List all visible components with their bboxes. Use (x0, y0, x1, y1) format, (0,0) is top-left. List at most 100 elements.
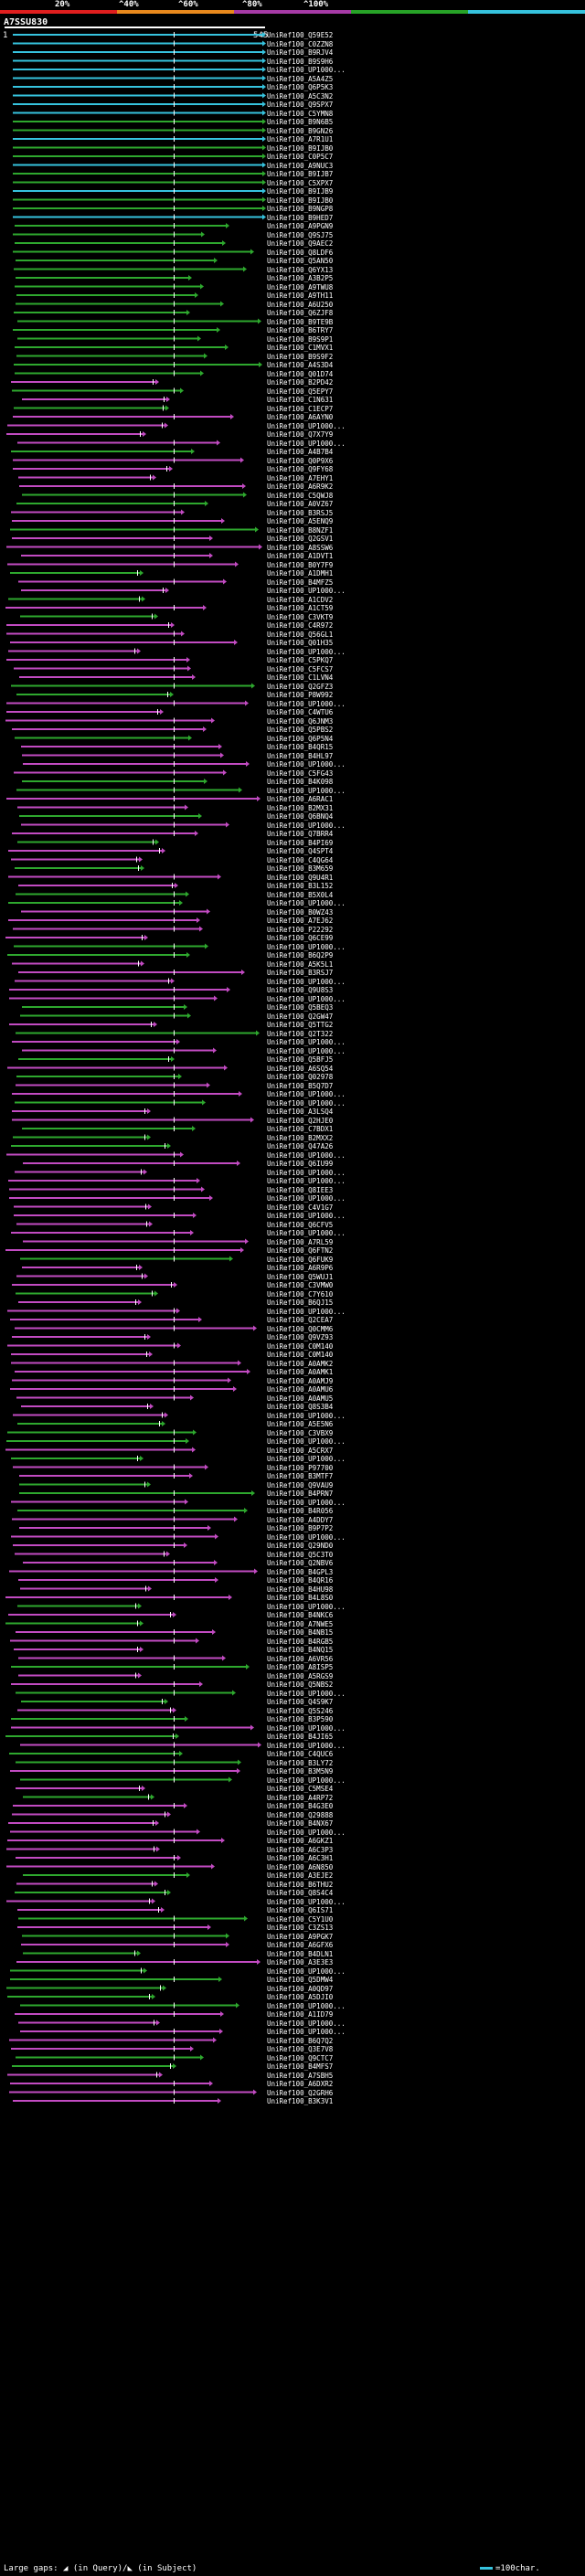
hit-link[interactable]: UniRef100_C3VBX9 (267, 1428, 334, 1437)
hit-link[interactable]: UniRef100_C3VMW0 (267, 1281, 334, 1289)
hit-link[interactable]: UniRef100_A3E3E3 (267, 1958, 334, 1966)
hit-link[interactable]: UniRef100_C3VKT9 (267, 612, 334, 621)
hit-link[interactable]: UniRef100_Q01D74 (267, 369, 334, 378)
hit-link[interactable]: UniRef100_P22292 (267, 925, 334, 934)
hit-link[interactable]: UniRef100_B4RGB5 (267, 1637, 334, 1646)
hit-link[interactable]: UniRef100_Q9U8S3 (267, 986, 334, 994)
hit-link[interactable]: UniRef100_C5YMN8 (267, 109, 334, 118)
hit-link[interactable]: UniRef100_A3B2P5 (267, 274, 334, 282)
hit-link[interactable]: UniRef100_Q5NBS2 (267, 1680, 334, 1689)
hit-link[interactable]: UniRef100_A1ID79 (267, 2010, 334, 2019)
hit-link[interactable]: UniRef100_Q6IU99 (267, 1160, 334, 1168)
hit-link[interactable]: UniRef100_B8NZF1 (267, 525, 334, 535)
hit-link[interactable]: UniRef100_B3L152 (267, 882, 334, 890)
hit-link[interactable]: UniRef100_Q2T322 (267, 1029, 334, 1038)
hit-link[interactable]: UniRef100_Q2GW47 (267, 1012, 334, 1021)
hit-link[interactable]: UniRef100_UP1000... (267, 1307, 346, 1316)
hit-link[interactable]: UniRef100_Q5BFJ5 (267, 1055, 334, 1064)
hit-link[interactable]: UniRef100_A0VZ67 (267, 500, 334, 508)
hit-link[interactable]: UniRef100_A6U250 (267, 300, 334, 309)
hit-link[interactable]: UniRef100_UP1000... (267, 1229, 346, 1237)
hit-link[interactable]: UniRef100_A7NWE5 (267, 1619, 334, 1628)
hit-link[interactable]: UniRef100_UP1000... (267, 1776, 346, 1785)
hit-link[interactable]: UniRef100_Q5DMW4 (267, 1976, 334, 1984)
hit-link[interactable]: UniRef100_C4R972 (267, 621, 334, 630)
hit-link[interactable]: UniRef100_B6Q2P9 (267, 951, 334, 959)
hit-link[interactable]: UniRef100_UP1000... (267, 1046, 346, 1055)
hit-link[interactable]: UniRef100_B4JI65 (267, 1733, 334, 1741)
hit-link[interactable]: UniRef100_Q6IS71 (267, 1906, 334, 1914)
hit-link[interactable]: UniRef100_Q6FUK9 (267, 1255, 334, 1264)
hit-link[interactable]: UniRef100_B4R056 (267, 1507, 334, 1515)
hit-link[interactable]: UniRef100_Q9VZ93 (267, 1333, 334, 1341)
hit-link[interactable]: UniRef100_B4QR15 (267, 743, 334, 751)
hit-link[interactable]: UniRef100_C1LVN4 (267, 673, 334, 682)
hit-link[interactable]: UniRef100_B9IJB0 (267, 196, 334, 205)
hit-link[interactable]: UniRef100_Q9U4R1 (267, 873, 334, 882)
hit-link[interactable]: UniRef100_B4DLN1 (267, 1949, 334, 1958)
hit-link[interactable]: UniRef100_A5CRX7 (267, 1446, 334, 1455)
hit-link[interactable]: UniRef100_UP1000... (267, 786, 346, 795)
hit-link[interactable]: UniRef100_C1ECP7 (267, 404, 334, 413)
hit-link[interactable]: UniRef100_Q6CFV5 (267, 1220, 334, 1229)
hit-link[interactable]: UniRef100_Q47A26 (267, 1142, 334, 1150)
hit-link[interactable]: UniRef100_A6C3P3 (267, 1845, 334, 1854)
hit-link[interactable]: UniRef100_C4QG64 (267, 855, 334, 864)
hit-link[interactable]: UniRef100_B4K098 (267, 778, 334, 786)
hit-link[interactable]: UniRef100_A6DXR2 (267, 2080, 334, 2088)
hit-link[interactable]: UniRef100_B3RSJ5 (267, 508, 334, 517)
hit-link[interactable]: UniRef100_C5FCS7 (267, 664, 334, 673)
hit-link[interactable]: UniRef100_A6R9P6 (267, 1264, 334, 1272)
hit-link[interactable]: UniRef100_UP1000... (267, 1168, 346, 1177)
hit-link[interactable]: UniRef100_A1CT59 (267, 604, 334, 612)
hit-link[interactable]: UniRef100_Q9AEC2 (267, 239, 334, 248)
hit-link[interactable]: UniRef100_B6TRY7 (267, 326, 334, 334)
hit-link[interactable]: UniRef100_Q2NBV6 (267, 1559, 334, 1567)
hit-link[interactable]: UniRef100_B3K3V1 (267, 2097, 334, 2105)
hit-link[interactable]: UniRef100_Q4S9K7 (267, 1698, 334, 1706)
hit-link[interactable]: UniRef100_Q6BNQ4 (267, 812, 334, 821)
hit-link[interactable]: UniRef100_A6AYN0 (267, 413, 334, 421)
hit-link[interactable]: UniRef100_UP1000... (267, 1212, 346, 1220)
hit-link[interactable]: UniRef100_UP1000... (267, 994, 346, 1003)
hit-link[interactable]: UniRef100_A5ENQ9 (267, 517, 334, 525)
hit-link[interactable]: UniRef100_Q02978 (267, 1073, 334, 1081)
hit-link[interactable]: UniRef100_B4G3E0 (267, 1802, 334, 1810)
hit-link[interactable]: UniRef100_B3M659 (267, 864, 334, 873)
hit-link[interactable]: UniRef100_B9HED7 (267, 213, 334, 222)
hit-link[interactable]: UniRef100_A3LSQ4 (267, 1108, 334, 1116)
hit-link[interactable]: UniRef100_B9TE9B (267, 317, 334, 326)
hit-link[interactable]: UniRef100_B6Q7Q2 (267, 2036, 334, 2045)
hit-link[interactable]: UniRef100_UP1000... (267, 821, 346, 830)
hit-link[interactable]: UniRef100_Q29888 (267, 1810, 334, 1819)
hit-link[interactable]: UniRef100_B9NGP8 (267, 205, 334, 213)
hit-link[interactable]: UniRef100_Q2GSV1 (267, 535, 334, 543)
hit-link[interactable]: UniRef100_B4PRN7 (267, 1489, 334, 1498)
hit-link[interactable]: UniRef100_C4QUC6 (267, 1750, 334, 1758)
hit-link[interactable]: UniRef100_UP1000... (267, 2001, 346, 2010)
hit-link[interactable]: UniRef100_A0AMJ9 (267, 1376, 334, 1385)
hit-link[interactable]: UniRef100_A0AMU6 (267, 1385, 334, 1394)
hit-link[interactable]: UniRef100_Q8LDF6 (267, 248, 334, 257)
hit-link[interactable]: UniRef100_A4RP72 (267, 1793, 334, 1802)
hit-link[interactable]: UniRef100_C7BDX1 (267, 1125, 334, 1133)
hit-link[interactable]: UniRef100_UP1000... (267, 699, 346, 708)
hit-link[interactable]: UniRef100_Q9SPX7 (267, 101, 334, 109)
hit-link[interactable]: UniRef100_C5PKQ7 (267, 656, 334, 664)
hit-link[interactable]: UniRef100_Q2HJE0 (267, 1116, 334, 1125)
hit-link[interactable]: UniRef100_B9S9H6 (267, 57, 334, 66)
hit-link[interactable]: UniRef100_UP1000... (267, 1966, 346, 1976)
hit-link[interactable]: UniRef100_C5MSE4 (267, 1785, 334, 1793)
hit-link[interactable]: UniRef100_B2PD42 (267, 378, 334, 387)
hit-link[interactable]: UniRef100_C0ZZN8 (267, 39, 334, 48)
hit-link[interactable]: UniRef100_A6RAC1 (267, 795, 334, 803)
hit-link[interactable]: UniRef100_B3RSJ7 (267, 969, 334, 977)
hit-link[interactable]: UniRef100_B9S9P1 (267, 334, 334, 344)
hit-link[interactable]: UniRef100_Q4SPT4 (267, 847, 334, 855)
hit-link[interactable]: UniRef100_Q3E7V8 (267, 2045, 334, 2053)
hit-link[interactable]: UniRef100_A5A4Z5 (267, 74, 334, 83)
hit-link[interactable]: UniRef100_B5Q7D7 (267, 1081, 334, 1090)
hit-link[interactable]: UniRef100_Q6P5K3 (267, 83, 334, 91)
hit-link[interactable]: UniRef100_A8ISP5 (267, 1663, 334, 1671)
hit-link[interactable]: UniRef100_Q5WUJ1 (267, 1272, 334, 1281)
